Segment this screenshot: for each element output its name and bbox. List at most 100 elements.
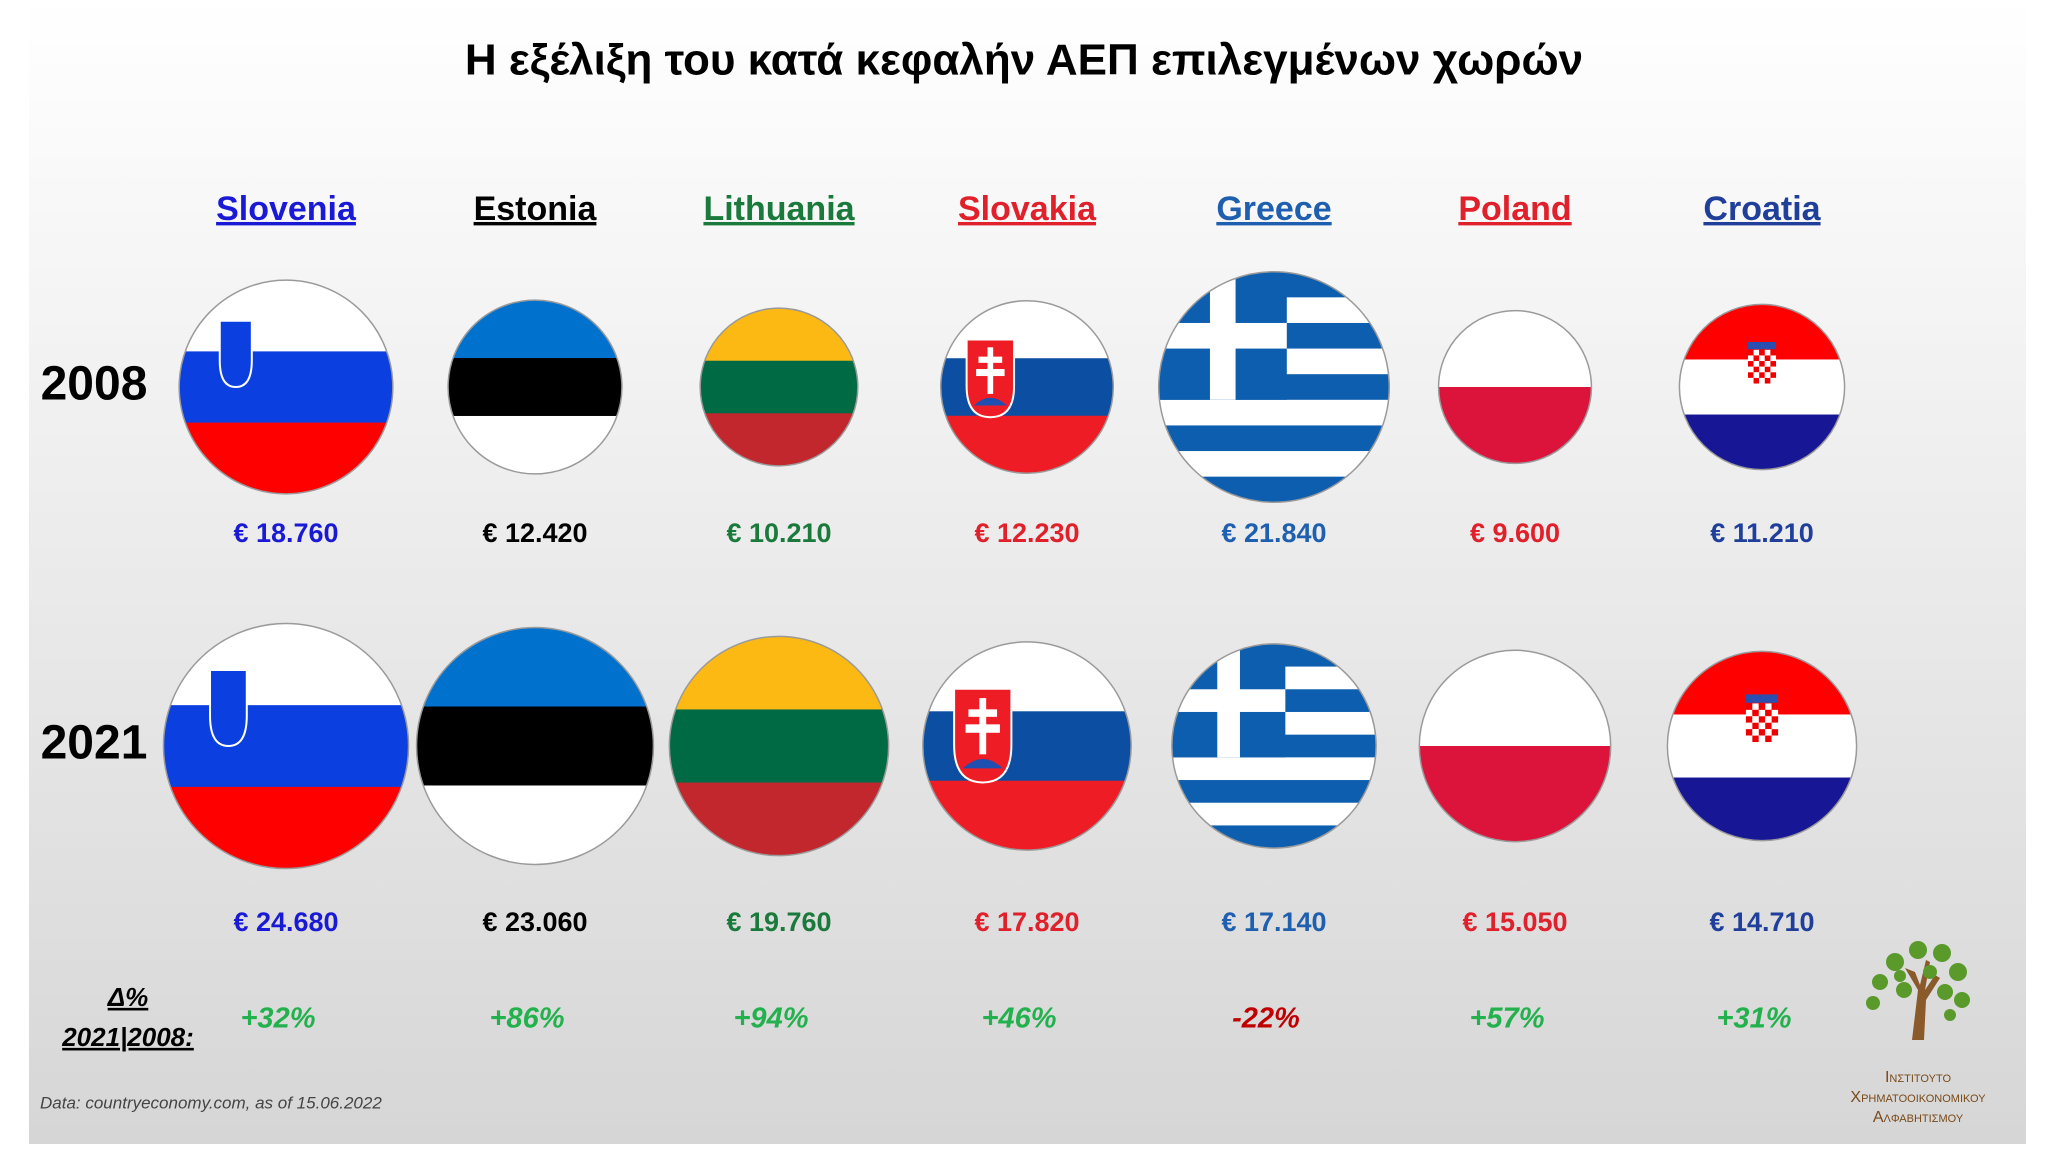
change-value: +46% [982,1003,1057,1035]
country-name: Croatia [1703,190,1821,228]
flag-emblem [1764,361,1771,367]
bubble [922,641,1132,851]
flag-emblem [1771,735,1779,743]
flag-emblem [1747,361,1754,367]
change-label: Δ% [107,982,149,1012]
flag-emblem [1747,372,1754,378]
flag-emblem [1758,716,1766,723]
flag-stripe [1158,425,1390,452]
flag-emblem [1753,366,1760,373]
bubble [939,299,1115,475]
flag-emblem [1745,703,1753,710]
flag-emblem [1752,709,1759,717]
flag-emblem [1752,716,1759,723]
flag-cross [1209,271,1236,400]
flag-emblem [1759,361,1765,367]
change-value: +57% [1470,1003,1545,1035]
flag-stripe [700,360,858,414]
value-label: € 21.840 [1221,518,1326,548]
flag-emblem [1745,709,1753,717]
flag-emblem [1764,349,1771,356]
country-name: Poland [1458,190,1571,228]
flag-emblem [1759,349,1765,356]
flag-emblem [1745,735,1753,743]
value-label: € 12.420 [482,518,587,548]
flag-emblem [1745,729,1753,736]
bubble [1171,643,1377,849]
flag-emblem [1745,722,1753,730]
change-value: +32% [241,1003,316,1035]
bubble [415,626,655,866]
flag-emblem [1758,729,1766,736]
value-label: € 15.050 [1462,907,1567,937]
flag-emblem [1747,349,1754,356]
logo: Ινστιτουτο Χρηματοοικονομικου Αλφαβητισμ… [1850,941,1986,1126]
bubble [1437,309,1593,465]
flag-emblem [1770,361,1777,367]
flag-emblem [1747,366,1754,373]
flag-emblem [1753,372,1760,378]
flag-emblem [1765,729,1772,736]
change-value: +94% [734,1003,809,1035]
flag-emblem [1770,355,1777,362]
flag [1171,643,1377,849]
value-label: € 14.710 [1709,907,1814,937]
flag-emblem [978,356,1003,363]
value-label: € 9.600 [1470,518,1560,548]
logo-text: Ινστιτουτο [1885,1069,1952,1086]
flag [448,300,622,474]
bubble [178,279,394,495]
flag-emblem [1753,361,1760,367]
bubble [1418,649,1612,843]
background [29,0,2026,1144]
flag-emblem [1770,349,1777,356]
change-value: +86% [490,1003,565,1035]
flag-emblem [1753,349,1760,356]
flag-emblem [1752,729,1759,736]
bubble [1678,303,1846,471]
bubble [668,635,890,857]
flag-emblem [1765,716,1772,723]
flag-emblem [1770,366,1777,373]
source-note: Data: countryeconomy.com, as of 15.06.20… [40,1093,382,1112]
flag-emblem [1770,372,1777,378]
flag-emblem [1747,341,1777,350]
flag-emblem [976,369,1005,377]
value-label: € 18.760 [233,518,338,548]
flag-emblem [1764,366,1771,373]
value-label: € 23.060 [482,907,587,937]
flag-emblem [1765,703,1772,710]
flag-emblem [1758,709,1766,717]
flag-emblem [1765,722,1772,730]
change-label: 2021|2008: [61,1022,194,1052]
bubble [1666,650,1858,842]
flag-emblem [1771,716,1779,723]
flag-stripe [1158,399,1390,426]
bubble [162,622,410,870]
flag-emblem [1753,355,1760,362]
flag-emblem [1765,735,1772,743]
bubble [1157,270,1391,504]
flag-emblem [1759,355,1765,362]
flag-emblem [1759,377,1765,384]
flag [669,636,889,856]
flag-emblem [1770,377,1777,384]
flag-emblem [968,709,998,717]
value-label: € 12.230 [974,518,1079,548]
flag-cross [1217,643,1240,758]
chart-title: Η εξέλιξη του κατά κεφαλήν ΑΕΠ επιλεγμέν… [465,36,1583,85]
flag [940,300,1114,474]
flag-emblem [1747,355,1754,362]
flag-stripe [448,358,622,417]
flag-stripe [1171,757,1377,781]
flag-stripe [163,705,409,788]
flag-emblem [1758,703,1766,710]
flag-emblem [1747,377,1754,384]
value-label: € 11.210 [1710,518,1814,548]
country-name: Slovakia [958,190,1097,228]
flag-emblem [973,397,1007,406]
flag-emblem [1764,377,1771,384]
flag-emblem [1759,366,1765,373]
flag-emblem [965,724,1000,733]
